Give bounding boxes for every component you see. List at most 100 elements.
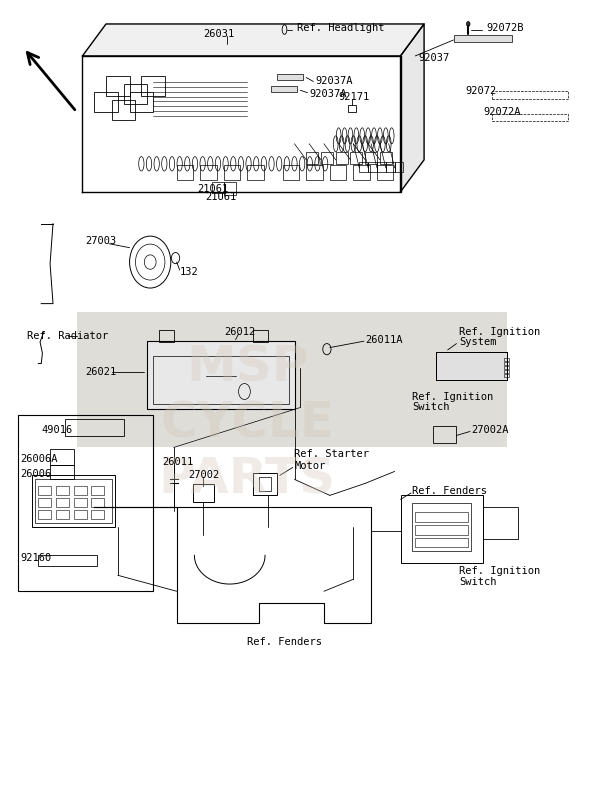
Bar [130,92,153,112]
Text: Switch: Switch [459,577,497,586]
Bar [359,162,368,172]
Text: 21U61: 21U61 [205,192,236,201]
Bar [380,152,392,164]
Text: Ref. Radiator: Ref. Radiator [27,331,108,340]
Text: Ref. Headlight: Ref. Headlight [297,23,385,33]
Ellipse shape [466,22,470,26]
Bar [38,510,51,519]
Text: Ref. Ignition: Ref. Ignition [459,327,541,336]
Text: 26031: 26031 [203,30,234,39]
Bar [377,162,386,172]
Text: 92072: 92072 [465,86,497,96]
Text: 92072A: 92072A [483,107,521,117]
Text: Ref. Fenders: Ref. Fenders [412,487,487,496]
Text: 26006A: 26006A [21,455,58,464]
Bar [436,352,507,380]
Bar [483,507,518,539]
Bar [386,162,395,172]
Text: 92037: 92037 [418,53,449,62]
Text: 49016: 49016 [41,425,72,435]
Text: 92160: 92160 [21,553,52,562]
Bar [271,86,297,92]
Bar [350,152,362,164]
Bar [415,525,468,535]
Bar [124,84,147,104]
Bar [56,486,69,495]
Bar [224,182,236,195]
Bar [492,114,568,121]
Bar [259,477,271,491]
Bar [365,152,377,164]
Bar [277,74,303,80]
Bar [504,374,509,377]
Text: 27003: 27003 [85,237,117,246]
Bar [91,510,104,519]
Bar [454,35,512,42]
Bar [74,510,87,519]
Text: 26011: 26011 [162,457,193,467]
Text: Ref. Ignition: Ref. Ignition [459,566,541,576]
Bar [74,498,87,507]
Bar [436,352,507,380]
Bar [35,479,112,523]
Text: Switch: Switch [412,403,450,412]
Bar [368,162,377,172]
Bar [212,182,224,193]
Text: 92037A: 92037A [315,77,353,86]
Bar [77,312,507,447]
Text: MSP
CYCLE
PARTS: MSP CYCLE PARTS [159,344,336,503]
Bar [38,555,97,566]
Bar [200,165,217,180]
Bar [415,538,468,547]
Text: Ref. Ignition: Ref. Ignition [412,392,494,402]
Text: 26021: 26021 [85,367,117,376]
Bar [38,498,51,507]
Bar [336,152,348,164]
Bar [283,165,299,180]
Bar [112,100,135,120]
Text: 92072B: 92072B [486,23,524,33]
Bar [253,330,268,342]
Text: Motor: Motor [294,461,326,471]
Bar [504,366,509,369]
Bar [50,449,74,465]
Text: 21061: 21061 [197,184,229,193]
Text: 26012: 26012 [224,328,255,337]
Bar [193,484,214,502]
Polygon shape [82,24,424,56]
Bar [395,162,403,172]
Bar [91,486,104,495]
Bar [50,465,74,479]
Bar [353,165,370,180]
Bar [106,76,130,96]
Text: System: System [459,337,497,347]
Bar [247,165,264,180]
Bar [306,152,318,164]
Bar [306,165,323,180]
Bar [38,486,51,495]
Bar [56,510,69,519]
Bar [321,152,333,164]
Text: 26006: 26006 [21,469,52,479]
Bar [504,362,509,365]
Text: 92037A: 92037A [309,89,347,99]
Bar [504,358,509,361]
Bar [32,475,115,527]
Bar [330,165,346,180]
Text: 27002A: 27002A [471,425,509,435]
Bar [412,503,471,551]
Bar [253,473,277,495]
Text: 26011A: 26011A [365,335,403,344]
Bar [401,495,483,563]
Bar [18,415,153,591]
Bar [224,165,240,180]
Bar [153,356,289,404]
Bar [433,426,456,443]
Bar [91,498,104,507]
Bar [147,341,294,409]
Bar [348,105,356,112]
Text: Ref. Fenders: Ref. Fenders [247,638,322,647]
Bar [159,330,174,342]
Bar [65,419,124,436]
Bar [56,498,69,507]
